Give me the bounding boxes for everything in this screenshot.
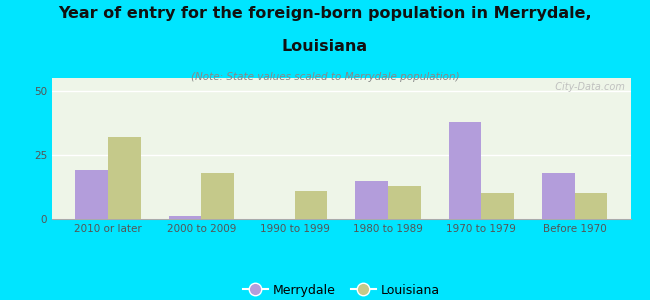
Text: (Note: State values scaled to Merrydale population): (Note: State values scaled to Merrydale … bbox=[190, 72, 460, 82]
Bar bbox=[481, 194, 514, 219]
Text: Louisiana: Louisiana bbox=[282, 39, 368, 54]
Bar bbox=[75, 170, 108, 219]
Bar bbox=[294, 191, 327, 219]
Text: City-Data.com: City-Data.com bbox=[549, 82, 625, 92]
Bar bbox=[356, 181, 388, 219]
Legend: Merrydale, Louisiana: Merrydale, Louisiana bbox=[238, 279, 445, 300]
Text: Year of entry for the foreign-born population in Merrydale,: Year of entry for the foreign-born popul… bbox=[58, 6, 592, 21]
Bar bbox=[168, 216, 202, 219]
Bar bbox=[448, 122, 481, 219]
Bar bbox=[108, 137, 140, 219]
Bar bbox=[542, 173, 575, 219]
Bar bbox=[575, 194, 607, 219]
Bar bbox=[388, 186, 421, 219]
Bar bbox=[202, 173, 234, 219]
